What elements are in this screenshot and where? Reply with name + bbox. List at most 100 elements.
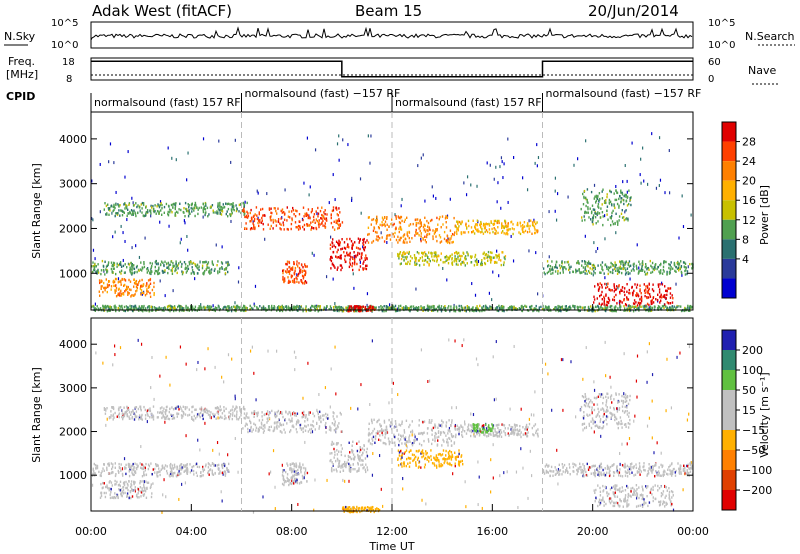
data-cell <box>276 309 278 312</box>
data-cell <box>224 463 226 466</box>
data-cell <box>530 219 532 222</box>
data-cell <box>218 408 220 411</box>
data-speckle <box>651 373 654 377</box>
data-cell <box>117 293 119 297</box>
data-cell <box>100 472 102 475</box>
data-cell <box>639 263 641 266</box>
data-cell <box>645 263 647 266</box>
data-speckle <box>99 162 101 166</box>
data-cell <box>191 269 194 272</box>
data-cell <box>224 470 226 474</box>
data-cell <box>104 260 106 263</box>
data-cell <box>621 197 623 200</box>
data-cell <box>626 298 628 301</box>
data-cell <box>131 415 134 419</box>
data-cell <box>422 306 424 309</box>
data-speckle <box>633 419 635 423</box>
data-cell <box>398 257 400 260</box>
data-cell <box>313 218 315 222</box>
data-cell <box>261 207 264 211</box>
data-cell <box>584 272 586 275</box>
data-cell <box>103 309 106 312</box>
data-speckle <box>512 259 515 263</box>
data-cell <box>126 414 128 418</box>
colorbar-swatch <box>722 141 736 162</box>
data-cell <box>384 220 387 223</box>
data-cell <box>401 254 403 257</box>
data-speckle <box>502 176 504 180</box>
data-cell <box>559 306 562 309</box>
data-cell <box>445 226 448 229</box>
data-speckle <box>334 345 336 349</box>
data-cell <box>135 214 137 218</box>
data-cell <box>121 412 124 416</box>
data-cell <box>234 408 236 411</box>
data-cell <box>487 259 489 262</box>
data-cell <box>449 239 451 242</box>
data-speckle <box>302 396 304 400</box>
data-cell <box>149 416 151 419</box>
data-cell <box>531 304 533 308</box>
data-cell <box>467 219 470 223</box>
data-cell <box>135 285 138 288</box>
data-cell <box>457 220 459 223</box>
data-cell <box>299 227 301 230</box>
data-cell <box>637 272 640 275</box>
data-speckle <box>238 266 240 270</box>
data-cell <box>599 306 601 309</box>
data-cell <box>500 263 502 267</box>
data-cell <box>157 474 159 478</box>
data-cell <box>157 307 159 310</box>
data-cell <box>326 213 328 216</box>
data-cell <box>402 241 404 244</box>
data-cell <box>591 310 593 313</box>
data-cell <box>164 270 166 274</box>
data-cell <box>110 204 113 207</box>
data-cell <box>615 189 617 192</box>
data-cell <box>282 271 284 275</box>
data-cell <box>227 264 229 267</box>
data-cell <box>288 210 290 213</box>
data-speckle <box>534 390 536 394</box>
data-cell <box>312 215 315 219</box>
data-speckle <box>184 481 187 485</box>
data-cell <box>111 467 113 471</box>
data-cell <box>214 464 217 467</box>
data-cell <box>587 270 590 273</box>
data-cell <box>648 287 650 291</box>
data-cell <box>179 466 181 470</box>
data-cell <box>575 271 577 274</box>
data-cell <box>358 268 360 272</box>
data-cell <box>132 264 134 267</box>
data-cell <box>684 273 687 276</box>
nave-tick-bottom: 0 <box>708 74 714 85</box>
data-cell <box>647 291 650 295</box>
data-cell <box>150 204 152 208</box>
data-speckle <box>682 488 684 492</box>
data-speckle <box>232 411 234 415</box>
data-cell <box>118 406 120 409</box>
data-cell <box>140 203 142 206</box>
data-cell <box>444 256 447 259</box>
data-cell <box>419 229 421 233</box>
data-cell <box>502 263 505 267</box>
data-cell <box>671 301 674 304</box>
data-speckle <box>202 215 204 219</box>
data-cell <box>134 462 136 465</box>
data-cell <box>117 484 120 487</box>
data-cell <box>504 220 506 223</box>
data-cell <box>137 492 139 495</box>
data-cell <box>156 307 158 310</box>
data-cell <box>607 269 610 272</box>
data-cell <box>202 208 204 212</box>
data-cell <box>456 251 458 254</box>
data-cell <box>172 466 174 470</box>
data-cell <box>253 214 255 218</box>
nsearch-tick-bottom: 10^0 <box>708 40 735 51</box>
data-cell <box>319 305 321 308</box>
data-cell <box>119 214 121 217</box>
data-cell <box>310 228 312 231</box>
data-cell <box>687 304 689 308</box>
data-cell <box>202 417 204 421</box>
data-cell <box>611 271 613 274</box>
